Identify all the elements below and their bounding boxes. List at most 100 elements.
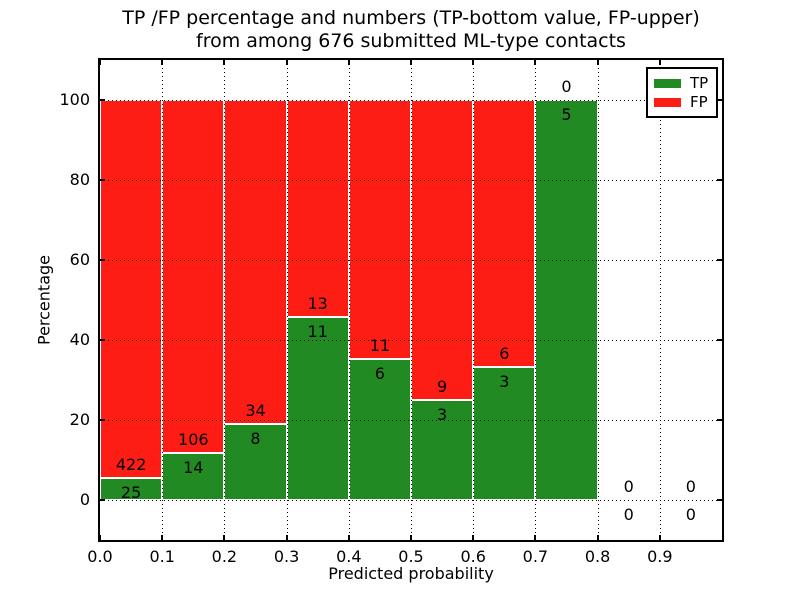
x-tick-label: 0.6	[460, 547, 486, 566]
x-axis-tick	[223, 535, 226, 540]
x-axis-tick-top	[596, 60, 599, 65]
y-tick-label: 100	[59, 90, 90, 109]
y-axis-tick-right	[717, 419, 722, 421]
x-axis-tick	[347, 535, 350, 540]
x-tick-label: 0.2	[211, 547, 238, 566]
chart-title-line2: from among 676 submitted ML-type contact…	[196, 30, 626, 52]
x-tick-label: 0.3	[273, 547, 300, 566]
x-tick-label: 0.4	[336, 547, 362, 566]
tp-count-label: 25	[120, 482, 142, 502]
x-axis-tick-top	[534, 60, 537, 65]
tp-count-label: 5	[561, 105, 572, 124]
fp-count-label: 34	[245, 400, 266, 420]
tp-bar-segment	[535, 100, 598, 500]
x-axis-tick	[161, 535, 164, 540]
tp-count-label: 3	[499, 371, 510, 391]
x-gridline	[659, 60, 661, 540]
x-axis-tick	[410, 535, 412, 540]
x-axis-tick-top	[99, 60, 101, 65]
legend-label-tp: TP	[690, 74, 709, 92]
fp-bar-segment	[411, 100, 474, 400]
y-axis-tick	[100, 179, 105, 181]
x-axis-tick-top	[410, 60, 412, 65]
legend-item-tp: TP	[654, 74, 710, 92]
x-axis-tick-top	[161, 60, 164, 65]
fp-bar-segment	[162, 100, 225, 454]
y-tick-label: 20	[69, 410, 90, 429]
plot-area: 422 25 106 14 34 8 13 11 11 6 9 3 6 3 0 5 0 0 0 0 0.0 0.1 0.2 0…	[87, 58, 724, 566]
y-axis-tick-right	[717, 99, 722, 101]
x-gridline	[286, 60, 288, 540]
tp-swatch-icon	[654, 78, 681, 88]
x-axis-tick	[472, 535, 475, 540]
fp-count-label: 11	[369, 335, 391, 355]
fp-count-label: 6	[499, 343, 510, 363]
x-gridline	[348, 60, 350, 540]
x-axis-tick-top	[223, 60, 226, 65]
tp-count-label: 14	[183, 458, 204, 478]
x-gridline	[597, 60, 599, 540]
y-tick-label: 0	[79, 490, 90, 509]
x-axis-tick	[99, 535, 101, 540]
tp-count-label: 0	[685, 505, 696, 524]
tp-bar-segment	[473, 366, 536, 500]
y-axis-tick	[100, 259, 105, 261]
x-tick-label: 0.9	[647, 547, 673, 566]
x-axis-tick-top	[658, 60, 661, 65]
fp-count-label: 422	[115, 454, 147, 474]
fp-bar-segment	[473, 100, 536, 367]
fp-bar-segment	[224, 100, 287, 424]
x-tick-label: 0.1	[149, 547, 175, 566]
y-axis-tick	[100, 339, 105, 341]
x-tick-label: 0.8	[584, 547, 611, 566]
legend-item-fp: FP	[654, 93, 710, 111]
fp-count-label: 0	[685, 477, 696, 496]
x-tick-label: 0.0	[87, 547, 113, 566]
tp-count-label: 11	[307, 321, 328, 341]
tp-bar-segment	[162, 453, 225, 500]
x-gridline	[411, 60, 412, 540]
fp-bar-segment	[286, 100, 349, 317]
fp-count-label: 0	[561, 77, 572, 96]
tp-count-label: 8	[250, 428, 261, 448]
y-tick-label: 60	[69, 250, 90, 269]
y-axis-tick-right	[717, 339, 722, 341]
fp-bar-segment	[100, 100, 163, 478]
x-axis-tick	[658, 535, 661, 540]
legend: TP FP	[646, 67, 718, 118]
x-gridline	[535, 60, 537, 540]
y-tick-label: 40	[69, 330, 90, 349]
fp-count-label: 13	[307, 293, 328, 313]
x-gridline	[162, 60, 164, 540]
x-tick-label: 0.5	[398, 547, 424, 566]
y-axis-tick-right	[717, 179, 722, 181]
x-axis-tick-top	[347, 60, 350, 65]
tp-bar-segment	[411, 400, 474, 500]
tp-count-label: 6	[374, 363, 385, 383]
x-axis-tick	[285, 535, 288, 540]
tp-bar-segment	[348, 358, 411, 500]
y-axis-tick	[100, 419, 105, 421]
x-axis-tick	[596, 535, 599, 540]
x-axis-tick-top	[285, 60, 288, 65]
tp-bar-segment	[286, 316, 349, 500]
x-tick-label: 0.7	[522, 547, 549, 566]
fp-bar-segment	[348, 100, 411, 359]
fp-count-label: 0	[623, 477, 634, 496]
fp-count-label: 9	[437, 377, 448, 396]
fp-swatch-icon	[654, 97, 681, 107]
y-axis-tick	[100, 99, 105, 101]
chart-title-line1: TP /FP percentage and numbers (TP-bottom…	[122, 7, 700, 29]
x-axis-tick-top	[472, 60, 475, 65]
x-axis-label: Predicted probability	[328, 564, 494, 583]
chart-title: TP /FP percentage and numbers (TP-bottom…	[100, 7, 722, 53]
y-tick-label: 80	[69, 170, 90, 189]
x-gridline	[224, 60, 226, 540]
tp-bar-segment	[100, 477, 163, 500]
tp-count-label: 3	[437, 405, 448, 424]
x-axis-tick	[534, 535, 537, 540]
fp-count-label: 106	[178, 430, 209, 450]
y-axis-tick-right	[717, 259, 722, 261]
x-gridline	[473, 60, 475, 540]
